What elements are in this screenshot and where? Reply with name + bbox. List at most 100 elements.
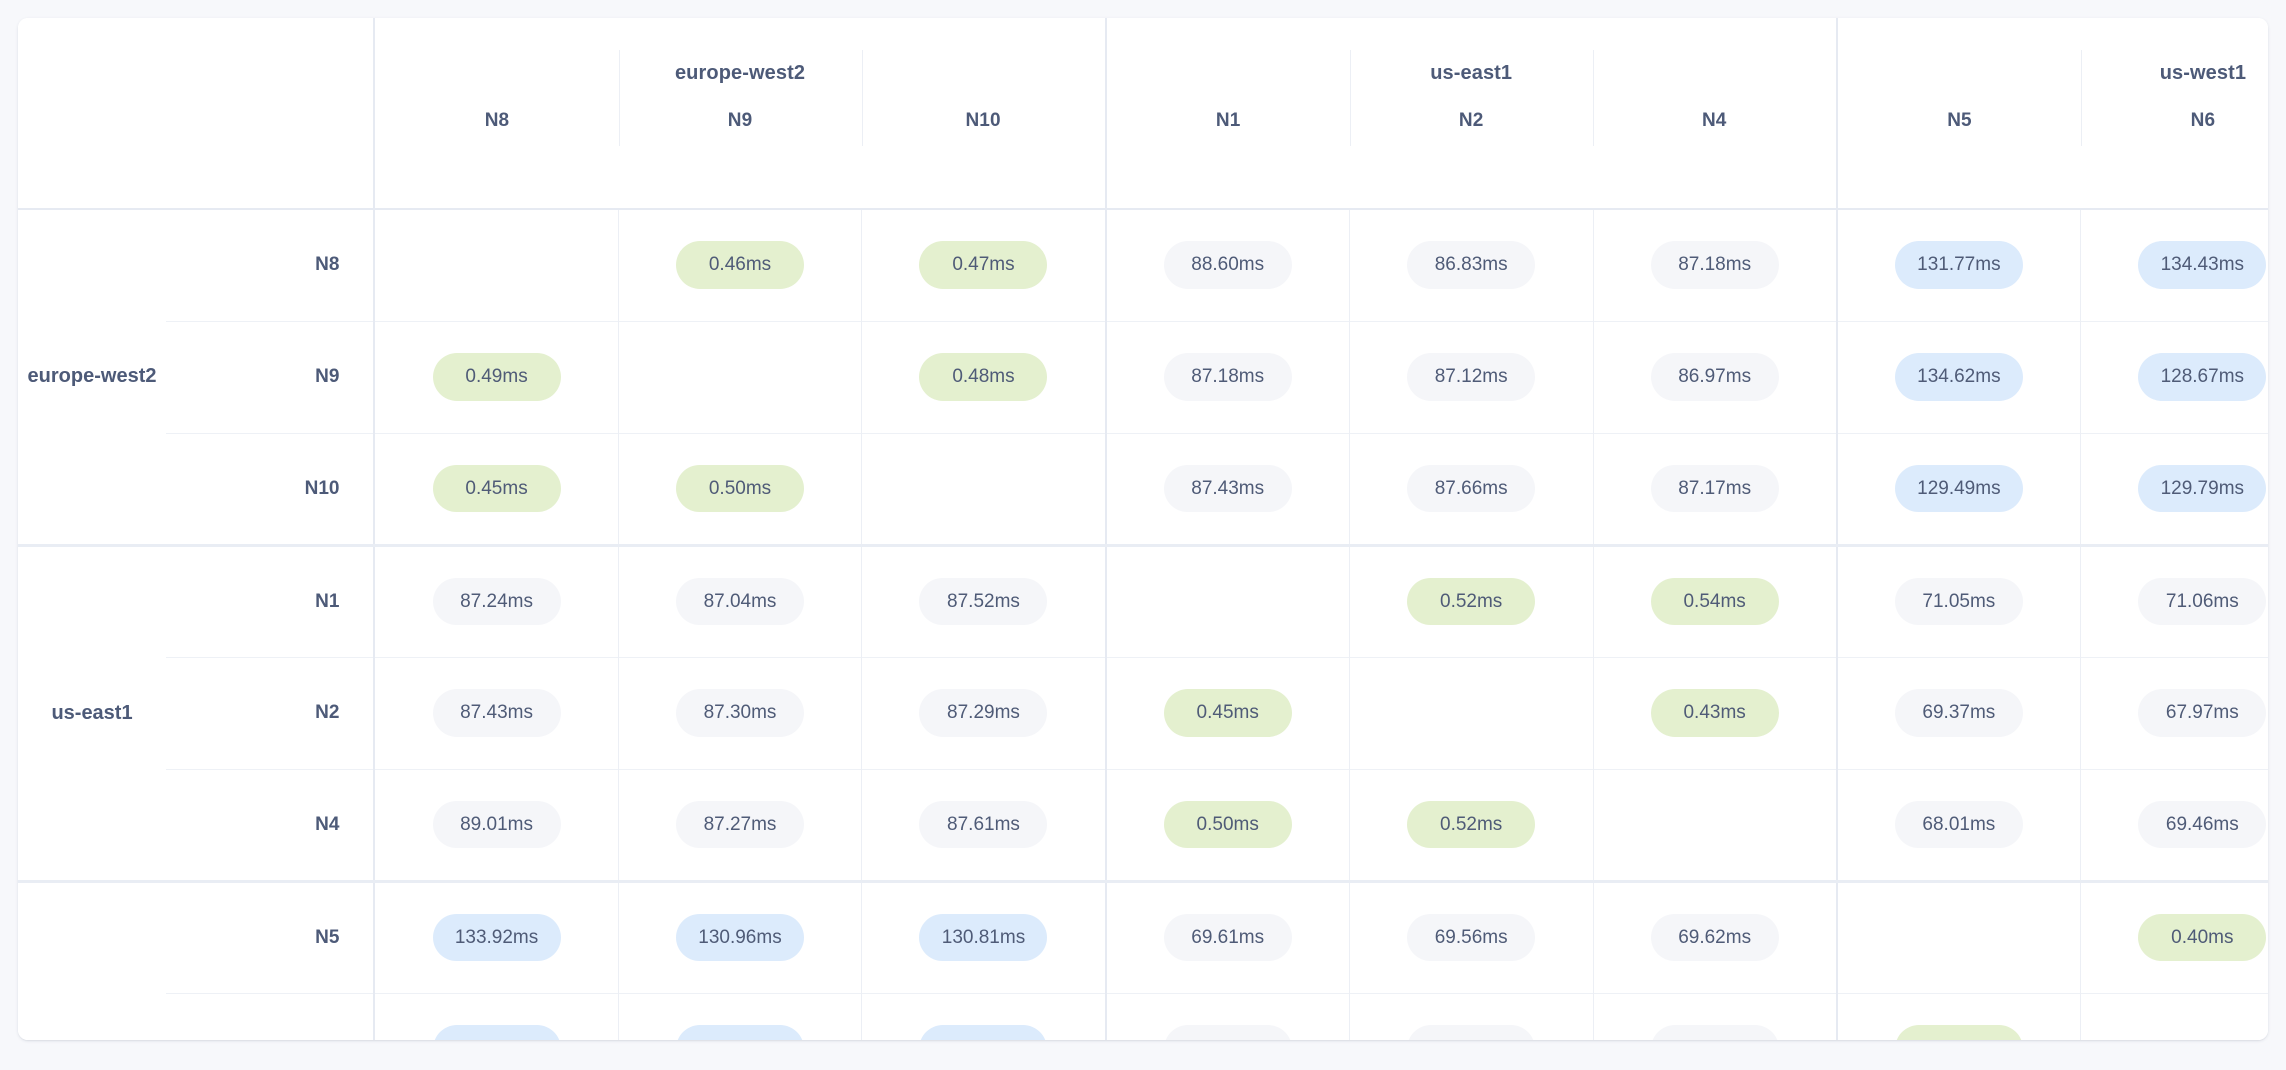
matrix-cell[interactable]: 69.46ms [2080,768,2268,881]
latency-pill-blue: 130.81ms [919,913,1048,962]
matrix-cell[interactable]: 87.17ms [1593,432,1838,545]
latency-pill-blue: 132.06ms [919,1025,1048,1040]
latency-pill-neutral: 87.24ms [432,577,561,626]
latency-pill-blue: 131.77ms [1894,241,2023,290]
matrix-cell[interactable]: 131.77ms [1836,209,2081,321]
matrix-cell[interactable]: 131.46ms [374,992,619,1040]
latency-pill-green: 0.47ms [919,241,1048,290]
matrix-cell[interactable]: 87.18ms [1105,320,1350,433]
matrix-cell[interactable] [1105,543,1350,657]
matrix-cell[interactable]: 87.66ms [1349,432,1594,545]
latency-pill-neutral: 87.18ms [1163,353,1292,401]
latency-pill-blue: 130.56ms [676,1025,804,1040]
matrix-cell[interactable]: 69.44ms [1593,992,1838,1040]
matrix-cell[interactable] [1593,768,1838,881]
latency-pill-neutral: 86.83ms [1407,241,1536,290]
matrix-cell[interactable]: 0.52ms [1349,768,1594,881]
matrix-cell[interactable]: 69.56ms [1349,879,1594,993]
matrix-cell[interactable]: 86.83ms [1349,209,1594,321]
matrix-cell[interactable]: 88.60ms [1105,209,1350,321]
matrix-cell[interactable]: 0.48ms [861,320,1107,433]
matrix-cell[interactable]: 87.43ms [374,656,619,769]
matrix-cell[interactable]: 134.43ms [2080,209,2268,321]
matrix-cell[interactable]: 87.24ms [374,543,619,657]
matrix-cell[interactable]: 130.81ms [861,879,1107,993]
matrix-cell[interactable]: 0.50ms [618,432,863,545]
matrix-cell[interactable] [2080,992,2268,1040]
latency-pill-neutral: 68.01ms [1894,800,2023,849]
latency-pill-green: 0.50ms [676,464,804,513]
matrix-cell[interactable]: 87.30ms [618,656,863,769]
matrix-row: N9 0.49ms 0.48ms 87.18ms 87.12ms 86.97ms 134.6… [18,320,2268,433]
matrix-cell[interactable]: 0.45ms [1105,656,1350,769]
column-group-region-label: europe-west2 [674,62,806,84]
matrix-cell[interactable]: 0.45ms [374,432,619,545]
matrix-cell[interactable]: 0.40ms [2080,879,2268,993]
matrix-cell[interactable]: 71.05ms [1836,543,2081,657]
matrix-cell[interactable]: 130.56ms [618,992,863,1040]
matrix-cell[interactable]: 69.62ms [1593,879,1838,993]
matrix-cell[interactable] [1836,879,2081,993]
matrix-cell[interactable]: 129.49ms [1836,432,2081,545]
column-node-label-N4: N4 [1592,50,1836,146]
column-node-label-N1: N1 [1215,110,1241,131]
matrix-cell[interactable]: 69.37ms [1836,656,2081,769]
latency-pill-blue: 134.43ms [2138,241,2267,290]
matrix-cell[interactable]: 71.35ms [1105,992,1350,1040]
matrix-cell[interactable]: 0.47ms [861,209,1107,321]
matrix-body: europe-west2 N8 0.46ms 0.47ms 88.60ms 86.83ms… [18,209,2268,1040]
matrix-cell[interactable]: 0.46ms [618,209,863,321]
matrix-cell[interactable]: 130.96ms [618,879,863,993]
latency-pill-neutral: 67.97ms [2138,689,2267,737]
latency-pill-neutral: 87.12ms [1407,353,1536,401]
matrix-cell[interactable]: 134.62ms [1836,320,2081,433]
matrix-cell[interactable] [374,209,619,321]
matrix-cell[interactable]: 128.67ms [2080,320,2268,433]
latency-pill-blue: 133.92ms [432,913,561,962]
matrix-cell[interactable]: 87.27ms [618,768,863,881]
column-group-inner: us-east1 N1 N2 N4 [1107,18,1836,146]
matrix-cell[interactable]: 133.92ms [374,879,619,993]
matrix-cell[interactable]: 87.04ms [618,543,863,657]
matrix-cell[interactable] [618,320,863,433]
latency-pill-neutral: 71.06ms [2138,577,2267,626]
matrix-cell[interactable]: 86.97ms [1593,320,1838,433]
matrix-cell[interactable]: 89.01ms [374,768,619,881]
matrix-cell[interactable]: 87.43ms [1105,432,1350,545]
matrix-cell[interactable]: 87.18ms [1593,209,1838,321]
column-group-header-europe-west2: europe-west2 N8 N9 N10 [374,18,1107,210]
matrix-cell[interactable]: 0.43ms [1836,992,2081,1040]
column-group-inner: us-west1N5N6N7 [1838,18,2268,146]
matrix-cell[interactable]: 87.61ms [861,768,1107,881]
matrix-cell[interactable]: 0.52ms [1349,543,1594,657]
latency-pill-green: 0.54ms [1650,577,1779,626]
matrix-cell[interactable]: 0.50ms [1105,768,1350,881]
matrix-cell[interactable] [1349,656,1594,769]
matrix-cell[interactable]: 87.12ms [1349,320,1594,433]
matrix-cell[interactable]: 69.61ms [1105,879,1350,993]
latency-matrix-table: europe-west2 N8 N9 N10 us-east1 N1 N2 N4 us-west… [18,18,2268,1040]
matrix-cell[interactable]: 0.54ms [1593,543,1838,657]
latency-pill-neutral: 86.97ms [1650,353,1779,401]
matrix-cell[interactable]: 68.01ms [1836,768,2081,881]
latency-pill-green: 0.45ms [1163,689,1292,737]
row-node-label-N10: N10 [166,432,376,545]
latency-pill-neutral: 69.56ms [1407,913,1536,962]
matrix-cell[interactable]: 0.49ms [374,320,619,433]
matrix-row: europe-west2 N8 0.46ms 0.47ms 88.60ms 86.83ms… [18,209,2268,545]
matrix-cell[interactable]: 71.06ms [2080,543,2268,657]
matrix-cell[interactable]: 67.97ms [2080,656,2268,769]
matrix-cell[interactable]: 132.06ms [861,992,1107,1040]
latency-pill-neutral: 87.61ms [919,800,1048,849]
matrix-cell[interactable] [861,432,1107,545]
latency-pill-neutral: 87.29ms [919,689,1048,737]
latency-pill-blue: 134.62ms [1894,353,2023,401]
latency-pill-neutral: 87.43ms [432,689,561,737]
matrix-cell[interactable]: 87.29ms [861,656,1107,769]
matrix-cell[interactable]: 0.43ms [1593,656,1838,769]
matrix-cell[interactable]: 87.52ms [861,543,1107,657]
matrix-cell[interactable]: 67.95ms [1349,992,1594,1040]
matrix-horizontal-scroll-region[interactable]: europe-west2 N8 N9 N10 us-east1 N1 N2 N4 us-west… [18,18,2268,1040]
matrix-cell[interactable]: 129.79ms [2080,432,2268,545]
